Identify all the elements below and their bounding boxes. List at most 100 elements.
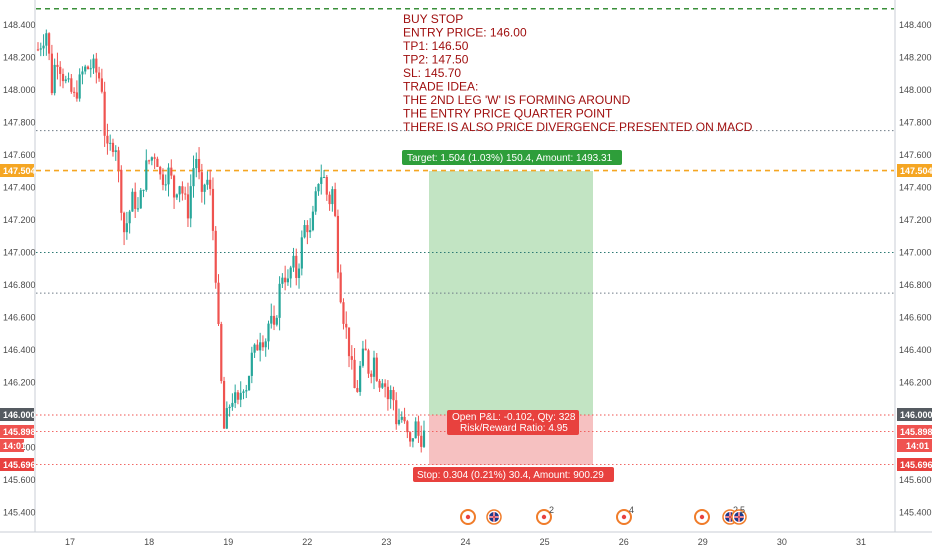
candle-body xyxy=(247,375,251,391)
y-tick-label: 148.400 xyxy=(899,20,932,30)
candle-body xyxy=(395,400,398,425)
uk-flag-icon[interactable]: 5 xyxy=(731,505,747,525)
note-line: THERE IS ALSO PRICE DIVERGENCE PRESENTED… xyxy=(403,120,753,134)
x-tick-label: 31 xyxy=(856,537,866,547)
candle-body xyxy=(236,392,240,400)
stop-price-tag-left: 145.696 xyxy=(0,458,36,471)
candle-body xyxy=(211,188,215,231)
y-tick-label: 147.800 xyxy=(899,118,932,128)
candle-body xyxy=(342,302,345,324)
candle-body xyxy=(245,390,248,392)
y-tick-label: 147.000 xyxy=(899,248,932,258)
stop-price-tag-left-text: 145.696 xyxy=(3,460,36,470)
note-line: BUY STOP xyxy=(403,12,463,26)
y-tick-label: 148.200 xyxy=(3,53,36,63)
y-tick-label: 145.400 xyxy=(3,508,36,518)
candle-body xyxy=(206,179,209,185)
y-tick-label: 147.400 xyxy=(3,183,36,193)
candle-body xyxy=(200,172,203,192)
candle-body xyxy=(234,392,237,403)
candle-body xyxy=(409,432,412,442)
candle-body xyxy=(97,72,101,79)
y-tick-label: 147.200 xyxy=(3,215,36,225)
stop-label[interactable]: Stop: 0.304 (0.21%) 30.4, Amount: 900.29 xyxy=(413,467,614,482)
candle-body xyxy=(139,190,142,209)
y-tick-label: 147.000 xyxy=(3,248,36,258)
stop-price-tag-right: 145.696 xyxy=(897,458,932,471)
candle-body xyxy=(317,183,320,192)
x-tick-label: 30 xyxy=(777,537,787,547)
y-axis[interactable]: 148.400 148.400 148.200 148.200 148.000 148.0… xyxy=(3,20,932,518)
candle-body xyxy=(70,78,73,92)
candles xyxy=(36,29,426,453)
candle-body xyxy=(131,191,134,212)
candle-body xyxy=(261,342,265,348)
candle-body xyxy=(48,33,51,54)
candle-body xyxy=(300,237,303,269)
candle-body xyxy=(125,223,128,233)
candle-body xyxy=(303,225,306,238)
note-line: TP1: 146.50 xyxy=(403,39,469,53)
y-tick-label: 145.400 xyxy=(899,508,932,518)
candle-body xyxy=(350,356,353,360)
y-tick-label: 147.400 xyxy=(899,183,932,193)
event-marker-icon[interactable]: 2 xyxy=(536,505,554,525)
event-marker-icon[interactable] xyxy=(694,509,710,525)
stop-label-text: Stop: 0.304 (0.21%) 30.4, Amount: 900.29 xyxy=(417,470,604,481)
y-tick-label: 146.400 xyxy=(899,345,932,355)
note-line: TP2: 147.50 xyxy=(403,53,469,67)
event-marker-icon[interactable] xyxy=(460,509,476,525)
candle-body xyxy=(217,282,220,325)
candle-body xyxy=(142,189,145,191)
event-markers[interactable]: 2 4 2 5 xyxy=(460,505,747,525)
x-tick-label: 24 xyxy=(460,537,470,547)
countdown-tag-right: 14:01 xyxy=(897,439,932,452)
note-line: THE 2ND LEG 'W' IS FORMING AROUND xyxy=(403,93,631,107)
candle-body xyxy=(381,383,384,388)
candle-body xyxy=(111,142,115,153)
candle-body xyxy=(386,386,389,400)
candle-body xyxy=(150,157,153,161)
candle-body xyxy=(36,49,40,51)
candle-body xyxy=(167,167,170,185)
y-tick-label: 146.800 xyxy=(3,280,36,290)
candle-body xyxy=(239,392,242,400)
candle-body xyxy=(256,344,259,351)
x-tick-label: 29 xyxy=(698,537,708,547)
candle-body xyxy=(375,357,378,381)
event-badge: 5 xyxy=(740,505,745,515)
x-tick-label: 25 xyxy=(540,537,550,547)
candle-body xyxy=(114,150,117,153)
candle-body xyxy=(222,380,226,429)
x-axis[interactable]: 17 18 19 22 23 24 25 26 29 30 31 xyxy=(65,537,866,547)
candle-body xyxy=(347,327,351,357)
y-tick-label: 145.600 xyxy=(899,475,932,485)
uk-flag-icon[interactable] xyxy=(486,509,502,525)
candle-body xyxy=(345,323,348,328)
event-marker-icon[interactable]: 4 xyxy=(616,505,634,525)
candle-body xyxy=(86,66,90,70)
target-label-text: Target: 1.504 (1.03%) 150.4, Amount: 149… xyxy=(407,153,613,164)
candle-body xyxy=(372,357,376,377)
candle-body xyxy=(84,66,87,72)
x-tick-label: 18 xyxy=(144,537,154,547)
candle-body xyxy=(78,74,81,99)
candle-body xyxy=(334,189,337,216)
candle-body xyxy=(306,225,309,233)
open-pnl-box[interactable]: Open P&L: -0.102, Qty: 328 Risk/Reward R… xyxy=(447,410,579,435)
event-badge: 2 xyxy=(549,505,554,515)
target-price-tag-right: 147.504 xyxy=(897,164,932,177)
candle-body xyxy=(81,71,84,75)
candle-body xyxy=(286,278,290,283)
target-label[interactable]: Target: 1.504 (1.03%) 150.4, Amount: 149… xyxy=(402,150,622,165)
candle-body xyxy=(359,365,362,392)
candle-body xyxy=(422,430,426,447)
candle-body xyxy=(295,255,298,278)
candle-body xyxy=(134,191,137,209)
trade-note[interactable]: BUY STOP ENTRY PRICE: 146.00 TP1: 146.50… xyxy=(403,12,753,134)
candle-body xyxy=(42,45,45,49)
candle-body xyxy=(73,91,76,93)
candle-body xyxy=(147,160,151,162)
candle-body xyxy=(184,193,187,195)
